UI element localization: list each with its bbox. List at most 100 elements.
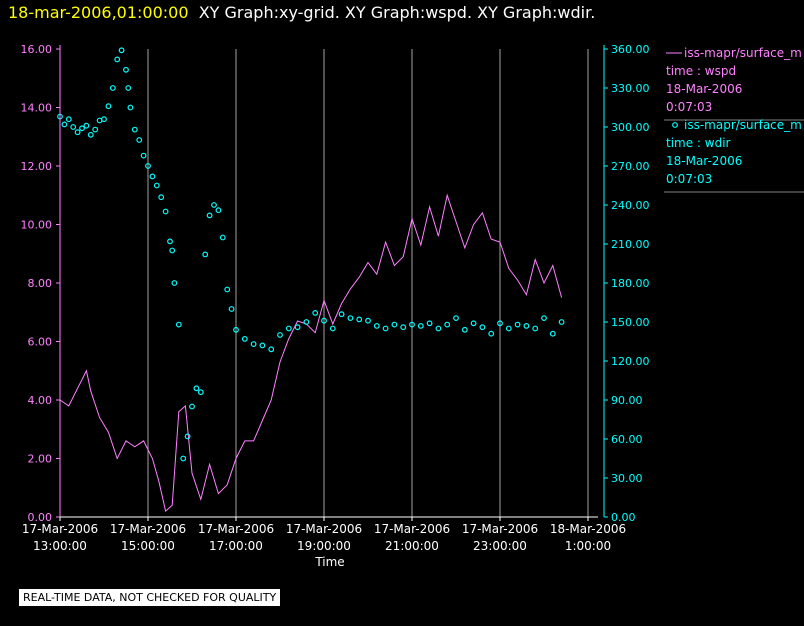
wdir-point	[347, 315, 354, 322]
wdir-point	[303, 319, 310, 325]
wdir-point	[426, 320, 433, 327]
grid	[147, 49, 589, 517]
wdir-point	[211, 202, 217, 208]
right-tick-label: 120.00	[611, 355, 650, 368]
left-tick-label: 0.00	[28, 511, 53, 524]
quality-notice: REAL-TIME DATA, NOT CHECKED FOR QUALITY	[19, 589, 281, 606]
wdir-point	[127, 104, 134, 111]
wdir-point	[497, 320, 503, 327]
wdir-point	[79, 125, 85, 132]
right-tick-label: 30.00	[611, 472, 643, 485]
x-tick-date: 17-Mar-2006	[22, 522, 98, 536]
x-tick-date: 17-Mar-2006	[286, 522, 362, 536]
wdir-point	[241, 336, 248, 342]
wdir-point	[74, 129, 81, 136]
wdir-point	[224, 286, 231, 293]
x-axis-label: Time	[314, 555, 344, 569]
wdir-point	[131, 126, 138, 133]
wdir-point	[83, 122, 90, 129]
wdir-point	[321, 317, 327, 324]
wdir-point	[109, 85, 116, 91]
wdir-point	[488, 330, 495, 337]
legend-text: 18-Mar-2006	[666, 82, 742, 96]
right-tick-label: 150.00	[611, 316, 650, 329]
wdir-point	[101, 116, 107, 123]
wdir-point	[228, 306, 235, 312]
wdir-point	[461, 326, 468, 333]
wdir-point	[391, 321, 398, 328]
wdir-point	[105, 103, 112, 110]
wdir-point	[523, 323, 530, 329]
wdir-point	[123, 66, 129, 73]
right-tick-label: 210.00	[611, 238, 650, 251]
wdir-point	[373, 323, 380, 329]
wdir-point	[215, 207, 222, 214]
x-tick-time: 17:00:00	[209, 539, 263, 553]
left-tick-label: 16.00	[21, 43, 53, 56]
left-tick-label: 14.00	[21, 102, 53, 115]
legend-text: iss-mapr/surface_m	[684, 46, 802, 60]
right-tick-label: 180.00	[611, 277, 650, 290]
wdir-point	[312, 310, 319, 316]
legend-text: time : wspd	[666, 64, 736, 78]
wdir-point	[149, 173, 156, 180]
wdir-point	[329, 325, 336, 332]
wdir-point	[153, 182, 160, 189]
wdir-point	[180, 455, 187, 462]
legend-text: iss-mapr/surface_m	[684, 118, 802, 132]
axes: 17-Mar-2006 13:00:00 17-Mar-2006 15:00:00 17…	[21, 43, 650, 553]
wdir-point	[158, 194, 165, 201]
x-tick-time: 15:00:00	[121, 539, 175, 553]
wdir-point	[479, 324, 486, 331]
wdir-point	[202, 251, 209, 258]
wdir-point	[136, 137, 143, 143]
x-tick-date: 17-Mar-2006	[198, 522, 274, 536]
wdir-point	[140, 152, 147, 159]
left-tick-label: 2.00	[28, 453, 53, 466]
wdir-point	[382, 325, 389, 332]
wdir-point	[175, 321, 182, 328]
wdir-point	[514, 321, 521, 328]
x-tick-date: 17-Mar-2006	[374, 522, 450, 536]
title-graphs: XY Graph:xy-grid. XY Graph:wspd. XY Grap…	[198, 3, 596, 22]
wdir-point	[259, 342, 266, 349]
wdir-point	[470, 320, 477, 327]
right-tick-label: 0.00	[611, 511, 636, 524]
wdir-point	[219, 234, 226, 241]
legend-text: 18-Mar-2006	[666, 154, 742, 168]
wdir-point	[167, 238, 173, 245]
chart-title: 18-mar-2006,01:00:00 XY Graph:xy-grid. X…	[8, 3, 595, 22]
wdir-series	[57, 47, 565, 462]
left-tick-label: 4.00	[28, 394, 53, 407]
wdir-point	[400, 324, 407, 331]
wdir-point	[453, 315, 459, 322]
right-tick-label: 270.00	[611, 160, 650, 173]
wdir-point	[206, 212, 213, 219]
wdir-point	[87, 131, 94, 138]
x-tick-time: 23:00:00	[473, 539, 527, 553]
x-tick-date: 17-Mar-2006	[110, 522, 186, 536]
wdir-point	[169, 247, 176, 254]
wdir-point	[250, 341, 257, 348]
wdir-point	[233, 326, 239, 333]
wdir-point	[338, 311, 345, 318]
wdir-point	[435, 325, 442, 332]
legend-circle-marker	[672, 122, 678, 128]
wdir-point	[197, 389, 204, 396]
wdir-point	[409, 321, 415, 328]
wdir-point	[145, 163, 151, 169]
left-tick-label: 12.00	[21, 160, 53, 173]
wdir-point	[184, 433, 191, 440]
title-datetime: 18-mar-2006,01:00:00	[8, 3, 189, 22]
wdir-point	[356, 316, 363, 323]
wdir-point	[277, 332, 283, 338]
wdir-point	[125, 85, 132, 91]
wdir-point	[70, 124, 77, 130]
wdir-point	[558, 319, 565, 325]
wdir-point	[193, 385, 200, 392]
wdir-point	[65, 116, 72, 123]
x-tick-time: 19:00:00	[297, 539, 351, 553]
wdir-point	[417, 323, 424, 329]
wdir-point	[365, 317, 371, 324]
